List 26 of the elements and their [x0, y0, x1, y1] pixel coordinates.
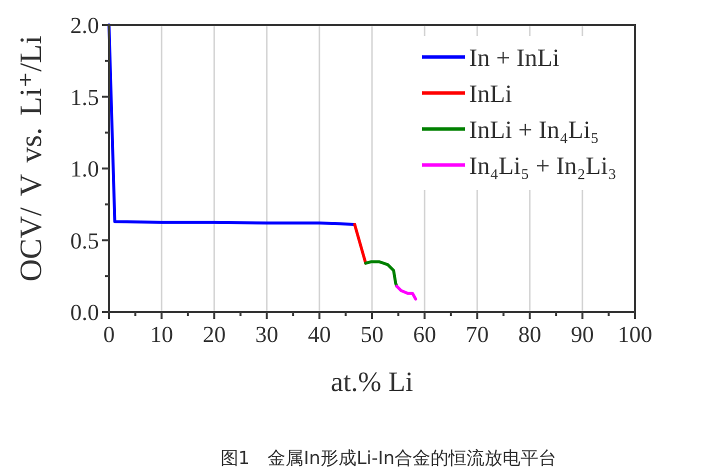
x-tick-label: 70 — [466, 322, 489, 347]
x-tick-label: 20 — [202, 322, 226, 347]
legend-label: InLi — [469, 80, 512, 108]
caption: 图1 金属In形成Li-In合金的恒流放电平台 — [220, 448, 557, 469]
x-tick-label: 60 — [413, 322, 436, 347]
x-tick-label: 100 — [618, 322, 652, 347]
x-tick-label: 50 — [360, 322, 384, 347]
line-series — [364, 260, 398, 288]
x-tick-label: 0 — [103, 322, 115, 347]
y-tick-label: 0.5 — [70, 228, 99, 254]
line-series — [108, 24, 356, 226]
y-axis-title: OCV/ V vs. Li⁺/Li — [13, 35, 48, 282]
y-tick-label: 1.0 — [70, 156, 99, 182]
y-tick-label: 1.5 — [70, 84, 99, 110]
y-tick-label: 2.0 — [70, 13, 99, 38]
x-tick-label: 90 — [570, 322, 594, 347]
legend-label: InLi + In₄Li₅ — [469, 116, 600, 144]
line-series — [395, 284, 418, 301]
x-tick-label: 40 — [308, 322, 331, 347]
legend-label: In₄Li₅ + In₂Li₃ — [469, 152, 617, 180]
x-tick-label: 30 — [255, 322, 278, 347]
x-tick-label: 80 — [518, 322, 542, 347]
legend-label: In + InLi — [469, 44, 560, 72]
x-axis-title: at.% Li — [330, 367, 414, 398]
x-tick-label: 10 — [150, 322, 174, 347]
y-tick-label: 0.0 — [70, 300, 99, 326]
